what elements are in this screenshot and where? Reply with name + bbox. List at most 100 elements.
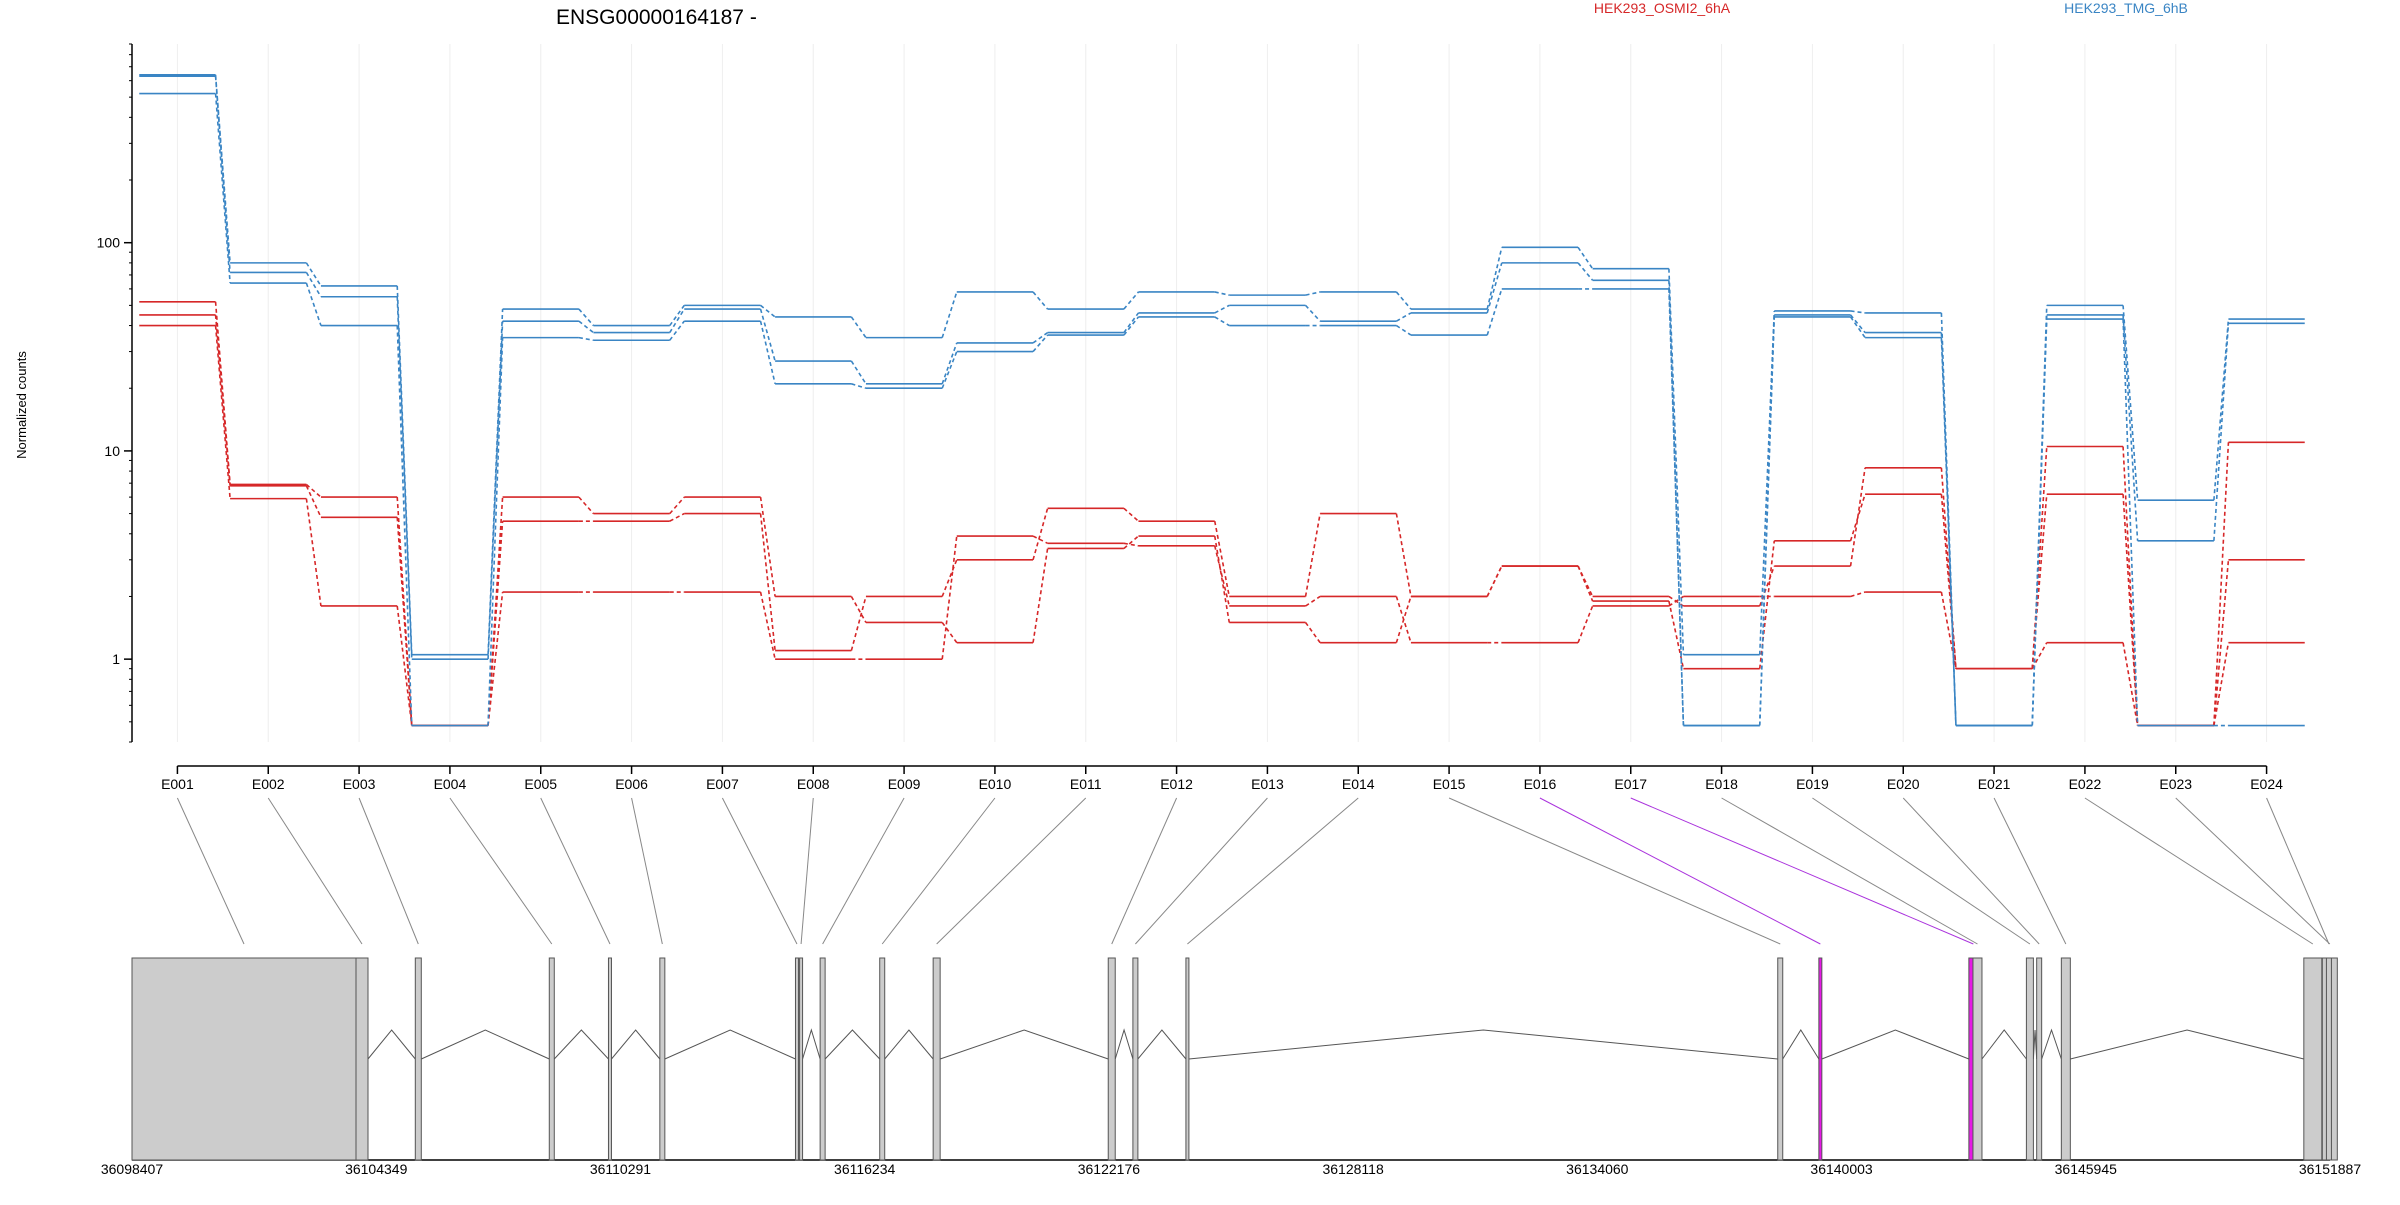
genomic-tick-label: 36128118 <box>1322 1161 1383 1177</box>
series-transition <box>1214 291 1230 296</box>
exon-connector <box>1993 797 2067 945</box>
exon-connector <box>1812 797 2031 945</box>
exon-box <box>414 957 422 1161</box>
series-line <box>139 75 2305 727</box>
series-transition <box>1395 513 1412 597</box>
series-transition <box>1850 310 1866 314</box>
exon-connector <box>1902 797 2040 945</box>
series-transition <box>487 321 504 660</box>
series-transition <box>1849 316 1866 339</box>
series-transition <box>2122 318 2139 726</box>
series-transition <box>850 360 867 385</box>
x-tick-label: E008 <box>797 776 830 792</box>
intron-line <box>2041 1028 2062 1060</box>
intron-line <box>939 1029 1109 1060</box>
series-transition <box>850 596 867 651</box>
series-transition <box>669 496 685 515</box>
x-tick-label: E014 <box>1342 776 1375 792</box>
series-transition <box>759 591 776 660</box>
x-tick-label: E018 <box>1705 776 1738 792</box>
exon-box <box>2303 957 2323 1161</box>
exon-connectors <box>176 797 2331 945</box>
series-line <box>139 74 2305 727</box>
exon-connector <box>721 797 798 945</box>
x-tick-label: E002 <box>252 776 285 792</box>
y-tick-label: 1 <box>112 651 120 667</box>
series-transition <box>760 304 776 318</box>
intron-line <box>1821 1029 1970 1060</box>
series-transition <box>305 485 322 518</box>
series-transition <box>1668 288 1685 726</box>
exon-connector <box>540 797 611 945</box>
series-transition <box>1123 312 1140 334</box>
x-tick-label: E007 <box>706 776 739 792</box>
series-transition <box>1577 565 1594 597</box>
x-tick-label: E012 <box>1160 776 1193 792</box>
x-tick-label: E013 <box>1251 776 1284 792</box>
series-transition <box>1486 262 1503 314</box>
series-transition <box>1032 334 1049 353</box>
exon-box <box>1107 957 1116 1161</box>
series-transition <box>396 325 413 726</box>
series-transition <box>1940 494 1957 669</box>
series-transition <box>1577 262 1594 281</box>
intron-line <box>2070 1029 2304 1060</box>
exon-connector <box>1187 797 1359 945</box>
series-transition <box>1668 600 1685 669</box>
series-line <box>139 314 2305 727</box>
series-transition <box>850 316 867 339</box>
y-tick-label: 100 <box>97 235 121 251</box>
intron-line <box>1782 1029 1820 1060</box>
series-transition <box>941 351 958 389</box>
series-transition <box>1940 337 1957 726</box>
series-transition <box>2122 314 2139 541</box>
intron-line <box>1981 1029 2027 1060</box>
intron-line <box>1188 1029 1778 1060</box>
series-transition <box>1577 565 1594 602</box>
x-tick-label: E005 <box>524 776 557 792</box>
series-transition <box>1213 535 1231 623</box>
series-transition <box>851 383 867 390</box>
exon-connector <box>358 797 419 945</box>
exon-box <box>2036 957 2043 1161</box>
series-transition <box>578 308 595 327</box>
exon-connector <box>631 797 663 945</box>
x-tick-label: E009 <box>888 776 921 792</box>
exon-box <box>799 957 804 1161</box>
series-transition <box>396 285 413 655</box>
exon-connector <box>1630 797 1974 945</box>
series-transition <box>2122 642 2139 726</box>
exon-box <box>2325 957 2332 1161</box>
chart-title: ENSG00000164187 - <box>556 6 757 29</box>
series-transition <box>2213 442 2230 726</box>
series-transition <box>2031 318 2048 726</box>
exon-box <box>548 957 555 1161</box>
series-transition <box>1123 291 1140 310</box>
series-transition <box>1305 595 1321 607</box>
x-tick-label: E001 <box>161 776 194 792</box>
exon-connector <box>936 797 1087 945</box>
series-transition <box>1577 246 1594 270</box>
series-transition <box>1123 535 1139 550</box>
exon-box <box>1972 957 1983 1161</box>
intron-line <box>802 1028 821 1060</box>
exon-connector <box>1539 797 1821 945</box>
series-transition <box>1213 545 1231 607</box>
series-transition <box>1758 565 1776 607</box>
exon-connector <box>1721 797 1978 945</box>
series-line <box>139 92 2305 727</box>
series-transition <box>2031 446 2048 669</box>
grid-lines <box>176 44 2268 742</box>
exon-connector <box>1111 797 1178 945</box>
series-transition <box>850 596 867 623</box>
series-transition <box>578 336 594 342</box>
series-transition <box>1032 331 1049 344</box>
series-transition <box>1486 288 1503 336</box>
series-transition <box>941 291 958 338</box>
series-transition <box>1032 508 1049 561</box>
series-transition <box>1849 314 1866 334</box>
genomic-tick-label: 36116234 <box>834 1161 895 1177</box>
exon-box <box>932 957 941 1161</box>
x-tick-label: E004 <box>434 776 467 792</box>
x-tick-label: E006 <box>615 776 648 792</box>
